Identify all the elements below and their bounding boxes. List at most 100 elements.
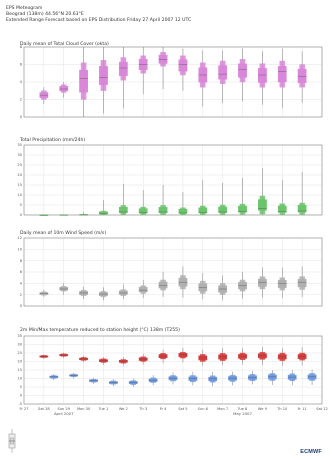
box-core [158, 281, 168, 289]
box-mark [39, 214, 49, 216]
box-mark [138, 279, 148, 299]
y-tick-label: 35 [17, 334, 22, 338]
y-tick-label: 10 [17, 377, 22, 381]
box-mark [267, 370, 277, 385]
box-core [59, 85, 69, 92]
x-day-label: Th 10 [276, 407, 288, 411]
box-mark [238, 272, 247, 299]
box-mark [228, 371, 237, 386]
box-mark [118, 284, 128, 300]
box-mark [188, 371, 198, 386]
panel-frame [23, 237, 323, 307]
y-tick-label: 0 [20, 304, 23, 308]
box-core [258, 278, 267, 287]
station-info: Beograd (138m) 44.56°N 20.63°E [6, 12, 84, 17]
box-mark [238, 48, 247, 102]
box-core [118, 207, 128, 213]
panel-frame [23, 46, 323, 118]
y-tick-label: 0 [20, 213, 23, 217]
box-mark [178, 192, 188, 216]
box-mark [178, 347, 188, 363]
y-tick-label: 10 [17, 248, 22, 252]
box-mark [198, 273, 208, 300]
box-mark [39, 289, 49, 297]
box-mark [99, 200, 108, 215]
chart-panel-1: Daily mean of Total Cloud Cover (okta) 0 2… [20, 41, 323, 119]
box-core [158, 207, 168, 214]
box-mark [89, 377, 98, 384]
box-core [218, 65, 228, 80]
panel-title: Daily mean of 10m Wind Speed (m/s) [20, 230, 106, 236]
panel-title: 2m Min/Max temperature reduced to statio… [20, 327, 180, 333]
box-mark [168, 372, 178, 385]
x-day-label: Sat 28 [38, 407, 50, 411]
forecast-info: Extended Range Forecast based on EPS Dis… [6, 18, 192, 23]
box-core [297, 205, 307, 213]
box-mark [99, 287, 108, 301]
box-mark [218, 347, 228, 366]
panel-title: Total Precipitation (mm/24h) [19, 137, 85, 143]
y-tick-label: -5 [18, 402, 22, 406]
box-mark [258, 267, 267, 298]
box-mark [277, 347, 287, 366]
box-mark [138, 353, 148, 365]
box-mark [258, 168, 267, 215]
x-day-label: Fr 27 [20, 407, 29, 411]
x-day-label: Fr 11 [298, 407, 307, 411]
y-tick-label: 6 [20, 63, 23, 67]
y-tick-label: 2 [20, 98, 22, 102]
box-mark [277, 267, 287, 299]
box-core [258, 353, 267, 359]
box-mark [128, 378, 138, 387]
y-tick-label: 8 [20, 45, 23, 49]
panel-frame [23, 335, 323, 405]
box-core [178, 59, 188, 72]
y-tick-label: 30 [17, 343, 22, 347]
ecmwf-logo: ECMWF [300, 449, 322, 455]
box-core [238, 205, 247, 213]
box-core [238, 63, 247, 78]
box-core [99, 211, 108, 215]
x-day-label: Mon 7 [217, 407, 228, 411]
box-mark [218, 50, 228, 103]
box-mark [307, 369, 317, 385]
box-mark [297, 266, 307, 297]
box-mark [198, 50, 208, 107]
box-core [258, 68, 267, 83]
x-day-label: Sun 6 [198, 407, 209, 411]
box-mark [158, 272, 168, 297]
box-mark [59, 352, 69, 359]
box-mark [218, 183, 228, 215]
box-mark [198, 180, 208, 216]
box-mark [198, 349, 208, 366]
x-day-label: Fr 4 [160, 407, 167, 411]
x-day-label: Sun 29 [57, 407, 70, 411]
box-mark [79, 211, 88, 216]
box-core [59, 286, 69, 291]
box-core [297, 68, 307, 83]
box-mark [49, 374, 59, 381]
box-mark [39, 354, 49, 359]
chart-panel-2: Total Precipitation (mm/24h) 0 5 10 15 20 25 30… [17, 137, 323, 217]
y-tick-label: 5 [20, 385, 22, 389]
box-legend-icon [6, 428, 22, 458]
y-tick-label: 20 [17, 360, 22, 364]
y-tick-label: 10 [17, 193, 22, 197]
box-core [178, 353, 188, 358]
x-day-label: Th 3 [138, 407, 147, 411]
box-core [79, 69, 88, 93]
y-tick-label: 12 [17, 236, 22, 240]
box-mark [59, 82, 69, 98]
box-mark [99, 357, 108, 365]
y-tick-label: 0 [20, 394, 23, 398]
box-mark [277, 180, 287, 215]
box-core [178, 208, 188, 214]
chart-panel-4: 2m Min/Max temperature reduced to statio… [17, 327, 323, 406]
y-tick-label: 5 [20, 203, 22, 207]
box-mark [158, 185, 168, 215]
box-mark [208, 372, 218, 387]
box-core [277, 66, 287, 83]
box-mark [138, 190, 148, 216]
box-mark [218, 275, 228, 301]
box-mark [238, 178, 247, 215]
